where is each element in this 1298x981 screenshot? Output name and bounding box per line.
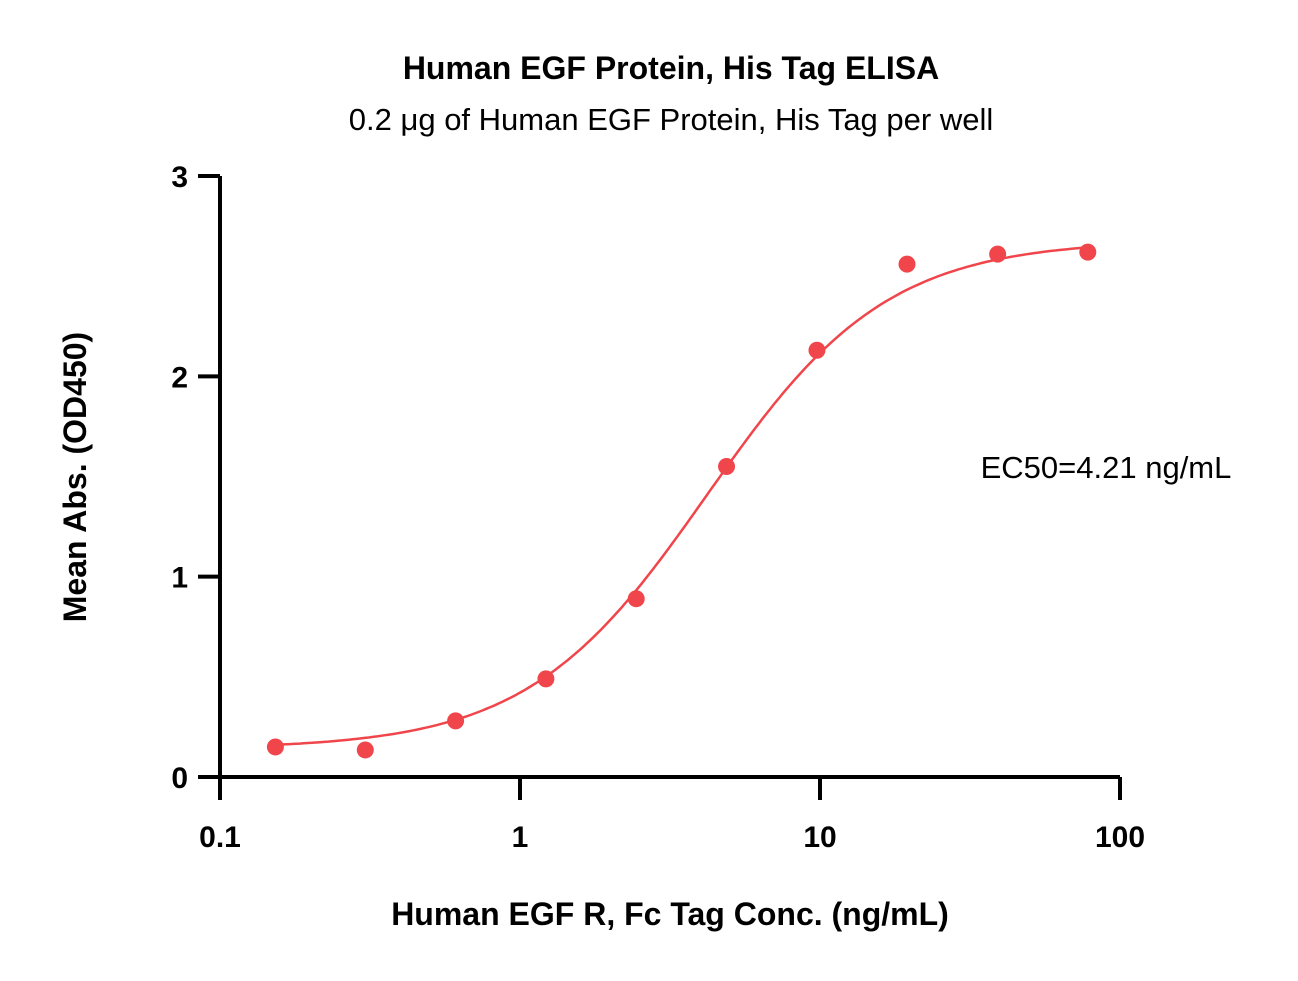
data-point [627, 590, 645, 608]
data-point [447, 712, 465, 730]
y-tick-label: 0 [171, 762, 188, 795]
x-tick-label: 10 [803, 821, 836, 854]
y-tick-label: 1 [171, 562, 188, 595]
data-point [898, 255, 916, 273]
y-axis-label: Mean Abs. (OD450) [57, 332, 93, 622]
data-point [718, 457, 736, 475]
data-points-layer [266, 243, 1097, 759]
ec50-annotation: EC50=4.21 ng/mL [981, 450, 1232, 485]
fit-curve-layer [275, 246, 1088, 747]
fit-curve [275, 246, 1088, 747]
data-point [1079, 243, 1097, 261]
data-point [537, 670, 555, 688]
chart-title: Human EGF Protein, His Tag ELISA [403, 50, 939, 86]
data-point [356, 741, 374, 759]
chart-subtitle: 0.2 μg of Human EGF Protein, His Tag per… [349, 102, 993, 137]
x-tick-label: 100 [1095, 821, 1145, 854]
x-tick-label: 0.1 [199, 821, 241, 854]
data-point [989, 245, 1007, 263]
x-tick-label: 1 [512, 821, 529, 854]
y-tick-label: 3 [171, 161, 188, 194]
x-axis-label: Human EGF R, Fc Tag Conc. (ng/mL) [391, 896, 949, 932]
y-tick-label: 2 [171, 361, 188, 394]
ticks-layer: 0 1 2 3 0.1 1 10 100 [171, 161, 1145, 854]
axes [218, 176, 1120, 779]
data-point [266, 738, 284, 756]
data-point [808, 341, 826, 359]
